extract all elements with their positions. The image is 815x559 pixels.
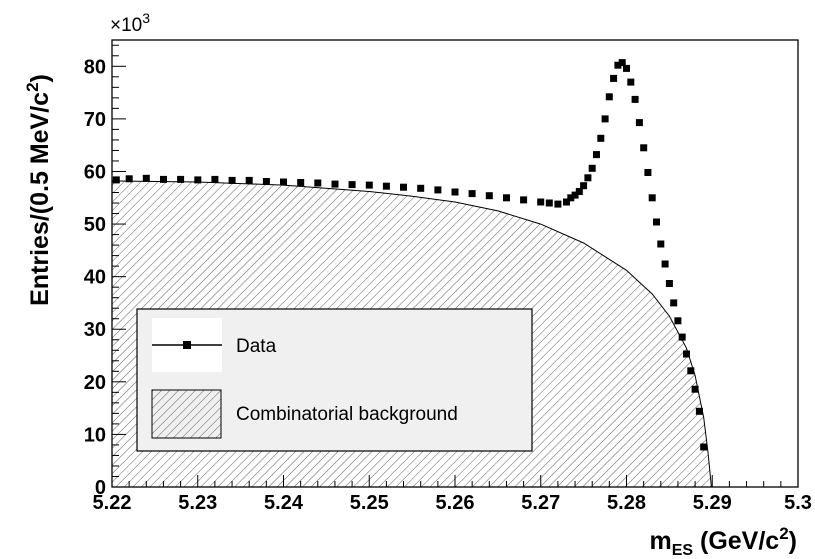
data-point bbox=[563, 198, 570, 206]
data-point bbox=[554, 200, 562, 208]
legend-data-marker bbox=[183, 341, 191, 349]
data-point bbox=[575, 188, 583, 195]
x-tick-label: 5.25 bbox=[350, 492, 389, 514]
data-point bbox=[194, 176, 202, 184]
y-axis-ticks: 0 10 20 30 40 50 60 70 80 bbox=[84, 44, 126, 499]
y-tick-label: 30 bbox=[84, 319, 106, 341]
data-point bbox=[485, 192, 493, 200]
y-multiplier: ×103 bbox=[110, 10, 150, 36]
data-point bbox=[468, 190, 476, 198]
data-point bbox=[537, 198, 545, 206]
y-tick-label: 80 bbox=[84, 56, 106, 78]
y-tick-label: 50 bbox=[84, 214, 106, 236]
x-tick-label: 5.27 bbox=[521, 492, 560, 514]
data-point bbox=[627, 78, 635, 86]
data-point bbox=[314, 179, 322, 187]
data-point bbox=[687, 367, 695, 375]
data-point bbox=[348, 181, 356, 189]
y-tick-label: 60 bbox=[84, 161, 106, 183]
data-point bbox=[700, 443, 708, 451]
data-point bbox=[610, 74, 618, 82]
data-point bbox=[678, 333, 686, 341]
data-point bbox=[648, 194, 656, 202]
y-axis-title: Entries/(0.5 MeV/c2) bbox=[23, 74, 54, 306]
data-point bbox=[434, 186, 442, 194]
data-point bbox=[661, 260, 669, 268]
data-point bbox=[584, 174, 592, 182]
data-point bbox=[567, 194, 575, 202]
data-point bbox=[365, 181, 373, 189]
data-point bbox=[683, 350, 690, 358]
x-axis-title: mES (GeV/c2) bbox=[649, 524, 797, 559]
y-tick-label: 40 bbox=[84, 267, 106, 289]
x-tick-label: 5.28 bbox=[607, 492, 646, 514]
x-tick-label: 5.24 bbox=[264, 492, 304, 514]
x-tick-label: 5.23 bbox=[178, 492, 217, 514]
data-point bbox=[297, 179, 305, 186]
y-tick-label: 70 bbox=[84, 109, 106, 131]
legend-background-swatch bbox=[151, 389, 222, 439]
data-point bbox=[571, 191, 579, 199]
data-point bbox=[125, 175, 133, 183]
data-point bbox=[618, 59, 626, 67]
data-point bbox=[417, 184, 425, 192]
legend-data-label: Data bbox=[236, 336, 277, 357]
data-point bbox=[160, 175, 167, 183]
data-point bbox=[605, 93, 613, 101]
y-tick-label: 10 bbox=[84, 424, 106, 446]
data-point bbox=[228, 176, 236, 184]
data-point bbox=[593, 151, 600, 159]
data-point bbox=[245, 176, 253, 184]
data-point bbox=[545, 199, 553, 207]
data-point bbox=[112, 176, 120, 184]
data-point bbox=[691, 385, 699, 393]
data-point bbox=[331, 180, 339, 188]
data-point bbox=[640, 144, 648, 152]
data-point bbox=[644, 169, 652, 176]
data-point bbox=[597, 134, 605, 142]
x-tick-label: 5.29 bbox=[693, 492, 732, 514]
data-point bbox=[400, 183, 407, 191]
x-tick-label: 5.3 bbox=[784, 492, 812, 514]
data-point bbox=[695, 407, 703, 415]
data-point bbox=[670, 299, 678, 307]
data-point bbox=[631, 95, 639, 103]
data-point bbox=[614, 61, 622, 69]
data-point bbox=[262, 178, 270, 185]
data-point bbox=[623, 64, 630, 72]
data-point bbox=[451, 188, 459, 196]
data-point bbox=[657, 240, 665, 248]
data-points-layer bbox=[112, 59, 708, 451]
data-point bbox=[211, 175, 219, 183]
data-point bbox=[665, 280, 673, 287]
data-point bbox=[635, 119, 643, 127]
y-tick-label: 20 bbox=[84, 372, 106, 394]
data-point bbox=[503, 194, 510, 202]
data-point bbox=[653, 218, 660, 226]
x-tick-label: 5.26 bbox=[436, 492, 475, 514]
data-point bbox=[142, 174, 150, 182]
legend: Data Combinatorial background bbox=[136, 308, 533, 452]
data-point bbox=[674, 317, 682, 325]
data-point bbox=[382, 182, 390, 190]
data-point bbox=[588, 164, 596, 172]
y-tick-label: 0 bbox=[95, 477, 106, 499]
legend-background-label: Combinatorial background bbox=[236, 404, 458, 425]
x-axis-ticks: 5.22 5.23 5.24 5.25 5.26 5.27 5.28 5.29 5.3 bbox=[93, 475, 812, 514]
data-point bbox=[580, 182, 588, 190]
data-point bbox=[280, 178, 287, 186]
data-point bbox=[520, 196, 528, 204]
data-point bbox=[177, 175, 185, 183]
x-tick-label: 5.22 bbox=[93, 492, 132, 514]
data-point bbox=[601, 115, 609, 123]
